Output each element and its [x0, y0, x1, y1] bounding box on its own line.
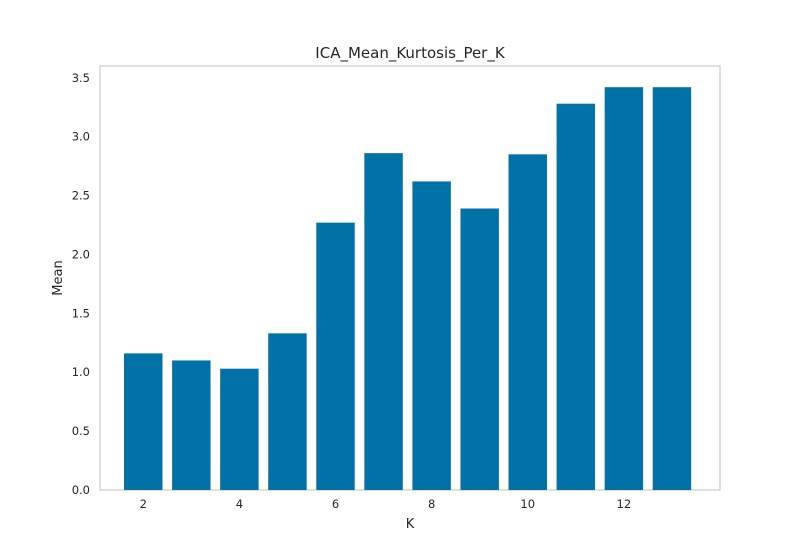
y-axis-label: Mean — [51, 260, 66, 295]
bar-k-12 — [604, 87, 644, 490]
x-tick-label: 10 — [520, 497, 535, 511]
bar-k-3 — [172, 360, 211, 490]
x-tick-label: 4 — [236, 497, 243, 511]
bar-k-7 — [364, 153, 403, 490]
bar-k-8 — [412, 181, 451, 490]
x-tick-label: 12 — [617, 497, 632, 511]
y-tick-label: 0.0 — [72, 483, 90, 497]
x-axis-label: K — [406, 517, 415, 532]
y-tick-label: 2.5 — [72, 189, 90, 203]
x-tick-label: 6 — [332, 497, 339, 511]
chart-title: ICA_Mean_Kurtosis_Per_K — [315, 44, 506, 63]
y-tick-label: 1.5 — [72, 306, 90, 320]
bar-k-10 — [508, 154, 547, 491]
x-tick-label: 8 — [428, 497, 435, 511]
x-ticks: 2 4 6 8 10 12 — [140, 497, 632, 511]
x-tick-label: 2 — [140, 497, 147, 511]
y-tick-label: 3.5 — [72, 71, 90, 85]
bar-k-11 — [556, 103, 596, 490]
bar-k-6 — [316, 222, 355, 490]
bar-k-9 — [460, 208, 499, 490]
bar-k-2 — [124, 353, 163, 490]
bar-k-13 — [652, 87, 692, 490]
y-tick-label: 1.0 — [72, 365, 90, 379]
y-tick-label: 0.5 — [72, 424, 90, 438]
bars-group — [124, 87, 692, 491]
y-tick-label: 2.0 — [72, 247, 90, 261]
y-tick-label: 3.0 — [72, 130, 90, 144]
bar-k-5 — [268, 333, 307, 490]
bar-k-4 — [220, 368, 259, 490]
y-ticks: 0.0 0.5 1.0 1.5 2.0 2.5 3.0 3.5 — [72, 71, 90, 497]
